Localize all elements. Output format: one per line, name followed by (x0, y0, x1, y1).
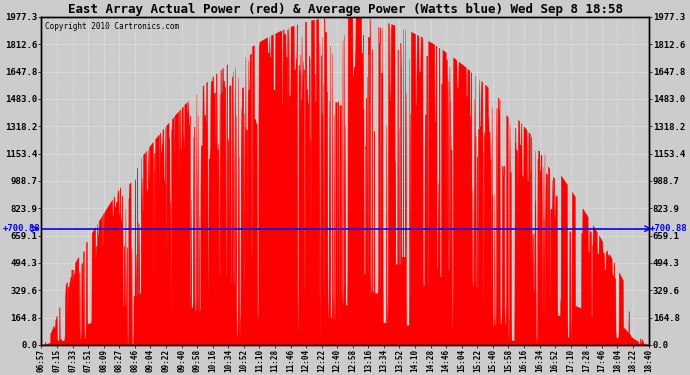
Title: East Array Actual Power (red) & Average Power (Watts blue) Wed Sep 8 18:58: East Array Actual Power (red) & Average … (68, 3, 622, 16)
Text: Copyright 2010 Cartronics.com: Copyright 2010 Cartronics.com (45, 22, 179, 31)
Text: +700.88: +700.88 (650, 224, 687, 233)
Text: +700.88: +700.88 (3, 224, 40, 233)
